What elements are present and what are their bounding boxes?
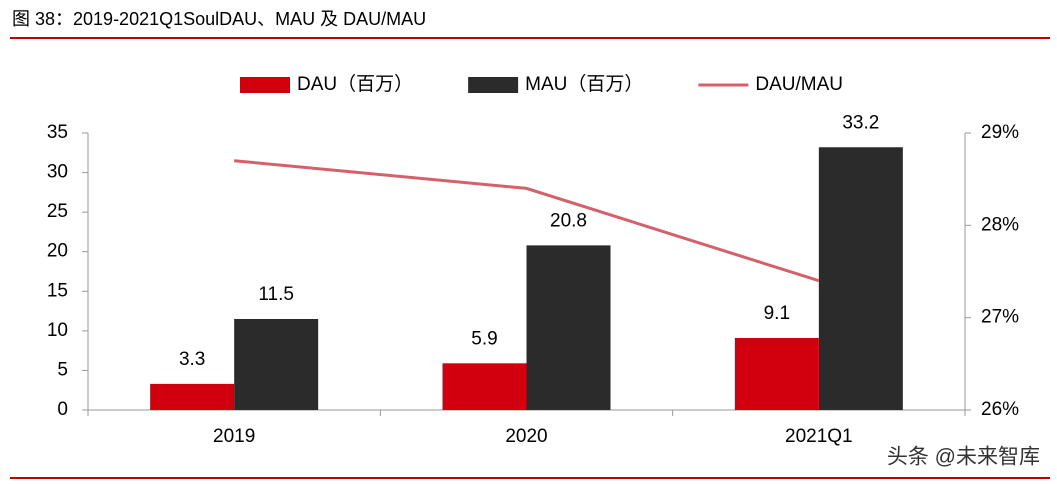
legend-swatch	[468, 77, 519, 93]
bar	[818, 147, 903, 410]
y-tick-label: 30	[47, 162, 68, 183]
watermark: 头条 @未来智库	[887, 446, 1040, 469]
y2-tick-label: 27%	[981, 307, 1019, 328]
data-label: 9.1	[764, 303, 790, 324]
y-tick-label: 5	[57, 359, 68, 380]
legend-label: DAU/MAU	[755, 74, 843, 95]
bar	[442, 363, 527, 410]
legend-swatch	[240, 77, 290, 93]
y-tick-label: 20	[47, 241, 68, 262]
y-tick-label: 35	[47, 122, 68, 143]
data-label: 11.5	[258, 284, 294, 305]
legend-label: MAU（百万）	[525, 73, 643, 95]
line	[234, 159, 820, 283]
y2-tick-label: 28%	[981, 214, 1019, 235]
chart-title: 图 38：2019-2021Q1SoulDAU、MAU 及 DAU/MAU	[12, 9, 426, 29]
y2-tick-label: 29%	[981, 122, 1019, 143]
x-tick-label: 2019	[213, 426, 255, 447]
bar	[150, 383, 235, 410]
y-tick-label: 0	[57, 399, 68, 420]
y-tick-label: 10	[47, 320, 68, 341]
y-tick-label: 15	[47, 280, 68, 301]
legend-label: DAU（百万）	[297, 73, 413, 95]
bar	[526, 245, 611, 410]
x-tick-label: 2020	[505, 426, 547, 447]
bar	[234, 318, 319, 410]
bar	[734, 337, 819, 410]
y2-tick-label: 26%	[981, 399, 1019, 420]
data-label: 3.3	[179, 349, 205, 370]
y-tick-label: 25	[47, 201, 68, 222]
data-label: 33.2	[842, 112, 879, 133]
data-label: 5.9	[471, 328, 497, 349]
x-tick-label: 2021Q1	[785, 426, 853, 447]
data-label: 20.8	[550, 210, 587, 231]
